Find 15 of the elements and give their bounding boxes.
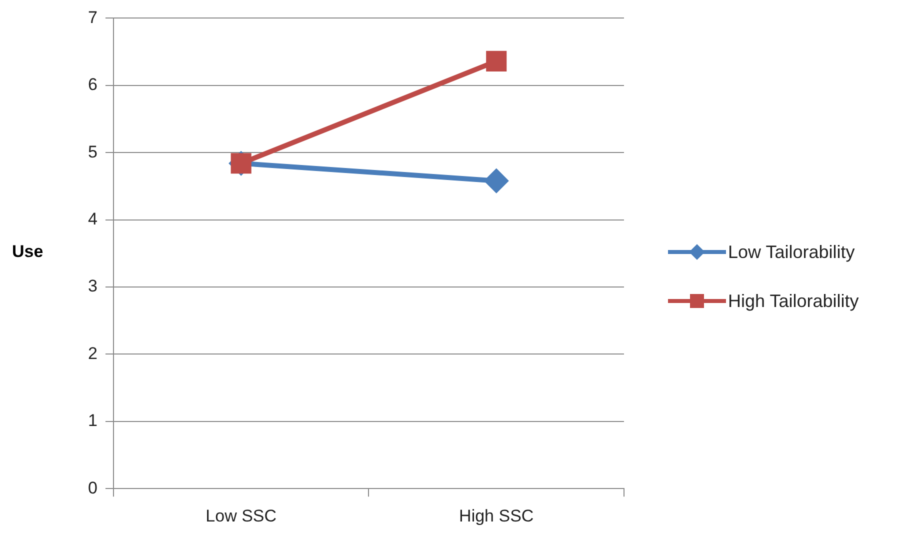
legend-label: High Tailorability <box>728 290 859 312</box>
point <box>486 50 507 72</box>
y-tick-label: 0 <box>88 478 98 498</box>
y-axis-title: Use <box>12 242 44 262</box>
x-tick-label: High SSC <box>459 506 534 526</box>
y-tick-label: 1 <box>88 411 98 430</box>
y-tick-label: 6 <box>88 75 98 94</box>
y-tick-label: 4 <box>88 209 98 228</box>
y-tick-label: 3 <box>88 276 98 296</box>
legend-label: Low Tailorability <box>728 242 855 262</box>
x-tick-label: Low SSC <box>206 506 277 526</box>
y-tick-label: 5 <box>88 142 98 162</box>
point <box>484 169 508 192</box>
y-tick-label: 7 <box>88 8 98 27</box>
y-tick-label: 2 <box>88 344 98 363</box>
